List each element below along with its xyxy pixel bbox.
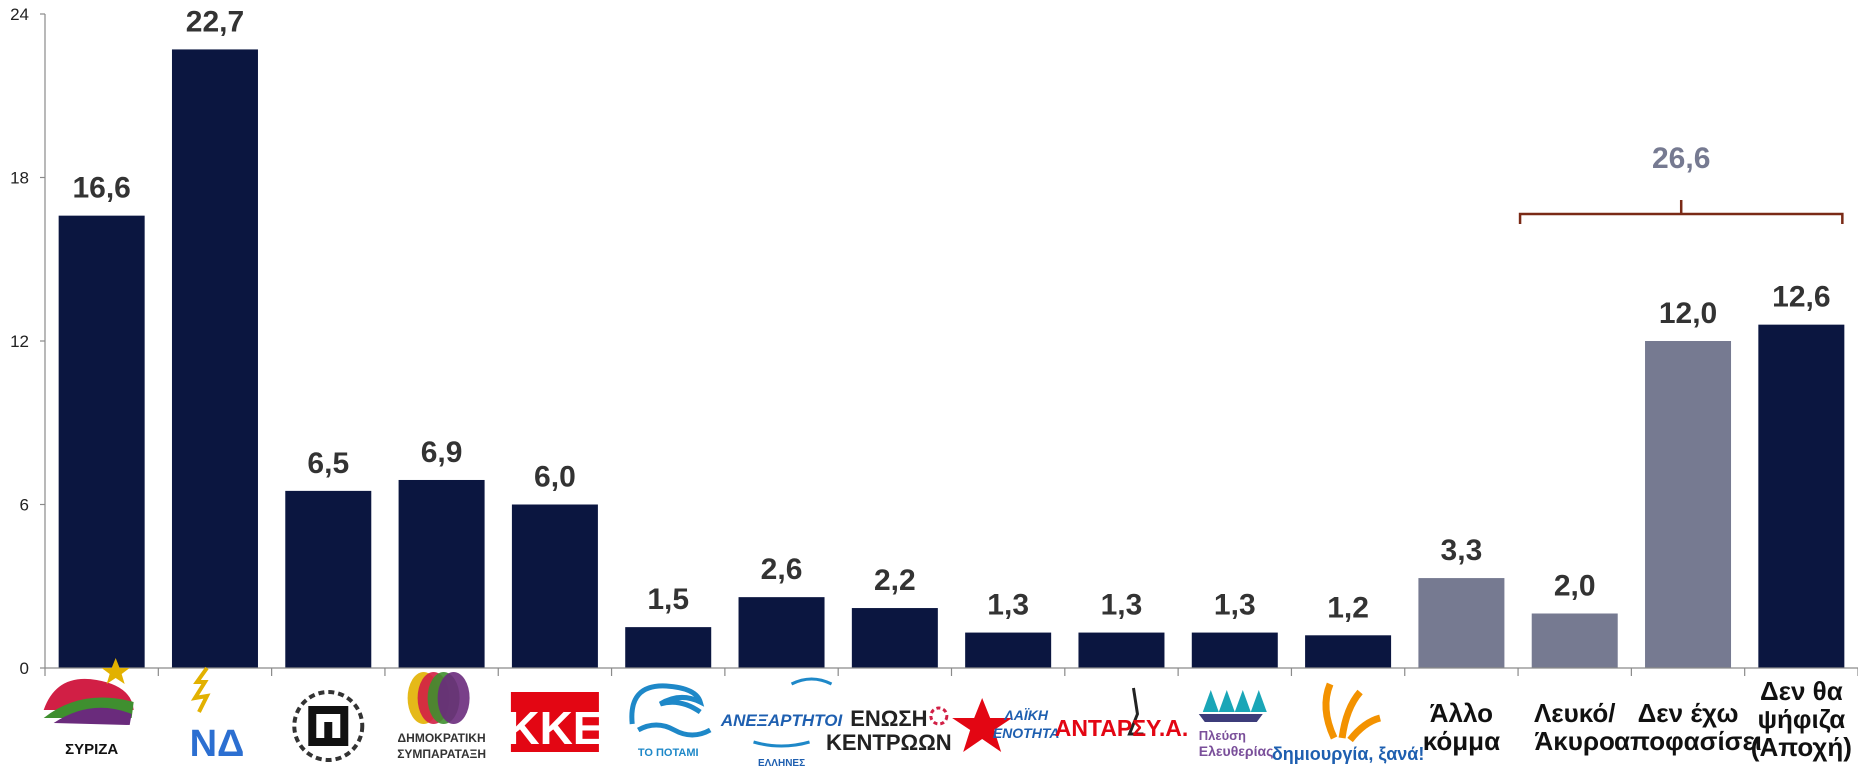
logo-label: ΕΝΩΣΗ xyxy=(850,706,927,731)
data-label: 2,2 xyxy=(874,564,916,597)
data-label: 1,3 xyxy=(1214,589,1256,622)
bar xyxy=(171,49,258,669)
bar xyxy=(398,479,485,668)
logo-label: ΤΟ ΠΟΤΑΜΙ xyxy=(638,747,699,759)
bar xyxy=(1305,635,1392,668)
logo-label: Ελευθερίας xyxy=(1199,743,1274,759)
y-tick-label: 6 xyxy=(20,496,29,515)
logo-label: ΝΔ xyxy=(190,723,245,765)
data-label: 1,3 xyxy=(1101,589,1143,622)
x-axis xyxy=(44,667,1858,676)
y-tick-label: 0 xyxy=(20,659,29,678)
logo-label: δημιουργία, ξανά! xyxy=(1272,744,1425,765)
laiki-enotita-logo: ΛΑΪΚΗ ΕΝΟΤΗΤΑ xyxy=(952,698,1059,752)
x-category-label: κόμμα xyxy=(1423,726,1500,756)
bar xyxy=(851,608,938,668)
logo-label: ΑΝΤΑΡΣΥ.Α. xyxy=(1055,715,1189,741)
y-axis: 0 6 12 18 24 xyxy=(10,5,46,678)
x-category-label: (Αποχή) xyxy=(1751,732,1852,762)
logo-label: ΣΥΜΠΑΡΑΤΑΞΗ xyxy=(397,747,486,761)
anel-logo: ΑΝΕΞΑΡΤΗΤΟΙ ΕΛΛΗΝΕΣ xyxy=(720,677,844,769)
data-label: 3,3 xyxy=(1441,534,1483,567)
data-label: 2,0 xyxy=(1554,570,1596,603)
group-bracket xyxy=(1518,200,1844,224)
x-category-label: Λευκό/ xyxy=(1534,698,1616,728)
antarsya-logo: ΑΝΤΑΡΣΥ.Α. xyxy=(1055,687,1189,741)
bars xyxy=(58,49,1845,669)
y-tick-label: 12 xyxy=(10,332,29,351)
y-tick-label: 24 xyxy=(10,5,29,24)
x-category-label: Άλλο xyxy=(1430,698,1493,728)
data-label: 2,6 xyxy=(761,553,803,586)
bar xyxy=(1758,324,1845,668)
x-category-label: ψήφιζα xyxy=(1757,704,1845,734)
bar xyxy=(1645,341,1732,668)
bar xyxy=(285,490,372,668)
group-total-label: 26,6 xyxy=(1652,142,1710,175)
x-category-label: Δεν θα xyxy=(1760,676,1843,706)
logo-label: ΚΚΕ xyxy=(506,702,603,754)
nd-logo: ΝΔ xyxy=(190,666,245,765)
bar xyxy=(58,215,145,668)
bar xyxy=(625,627,712,668)
x-category-label: αποφασίσει xyxy=(1614,726,1762,756)
x-category-label: Άκυρο xyxy=(1535,726,1615,756)
potami-logo: ΤΟ ΠΟΤΑΜΙ xyxy=(629,683,712,759)
bar xyxy=(1191,632,1278,668)
logo-label: ΕΝΟΤΗΤΑ xyxy=(993,725,1060,741)
bar xyxy=(965,632,1052,668)
bar xyxy=(1531,613,1618,668)
logo-label: ΕΛΛΗΝΕΣ xyxy=(758,758,805,769)
logo-label: ΔΗΜΟΚΡΑΤΙΚΗ xyxy=(398,731,486,745)
bar xyxy=(1078,632,1165,668)
logo-label: ΑΝΕΞΑΡΤΗΤΟΙ xyxy=(720,711,844,730)
data-label: 22,7 xyxy=(186,5,244,38)
data-label: 6,5 xyxy=(307,447,349,480)
logo-label: ΚΕΝΤΡΩΩΝ xyxy=(826,730,952,755)
bar xyxy=(511,504,598,668)
y-tick-label: 18 xyxy=(10,169,29,188)
data-label: 1,5 xyxy=(647,583,689,616)
data-label: 12,0 xyxy=(1659,297,1717,330)
value-labels: 16,6 22,7 6,5 6,9 6,0 1,5 2,6 2,2 1,3 1,3 1,3 1,2 3,… xyxy=(72,5,1830,624)
bar xyxy=(1418,578,1505,668)
kke-logo: ΚΚΕ xyxy=(506,692,603,754)
dimokratiki-symparataxi-logo: ΔΗΜΟΚΡΑΤΙΚΗ ΣΥΜΠΑΡΑΤΑΞΗ xyxy=(397,672,486,761)
x-category-label: Δεν έχω xyxy=(1638,698,1739,728)
data-label: 12,6 xyxy=(1772,281,1830,314)
logo-label: ΣΥΡΙΖΑ xyxy=(65,741,118,758)
bar xyxy=(738,597,825,668)
golden-dawn-logo xyxy=(292,690,365,762)
logo-label: ΛΑΪΚΗ xyxy=(1003,707,1048,723)
logo-label: Πλεύση xyxy=(1199,728,1246,743)
data-label: 1,2 xyxy=(1327,591,1369,624)
data-label: 1,3 xyxy=(987,589,1029,622)
data-label: 6,0 xyxy=(534,461,576,494)
category-labels: ΣΥΡΙΖΑ ΝΔ ΔΗΜΟΚΡΑΤΙΚΗ ΣΥΜΠΑΡΑΤΑΞΗ ΚΚΕ ΤΟ ΠΟΤΑ… xyxy=(43,658,1852,769)
data-label: 6,9 xyxy=(421,436,463,469)
data-label: 16,6 xyxy=(72,172,130,205)
syriza-logo: ΣΥΡΙΖΑ xyxy=(43,658,134,758)
dimiourgia-xana-logo: δημιουργία, ξανά! xyxy=(1272,682,1425,765)
group-annotation: 26,6 xyxy=(1518,142,1844,224)
